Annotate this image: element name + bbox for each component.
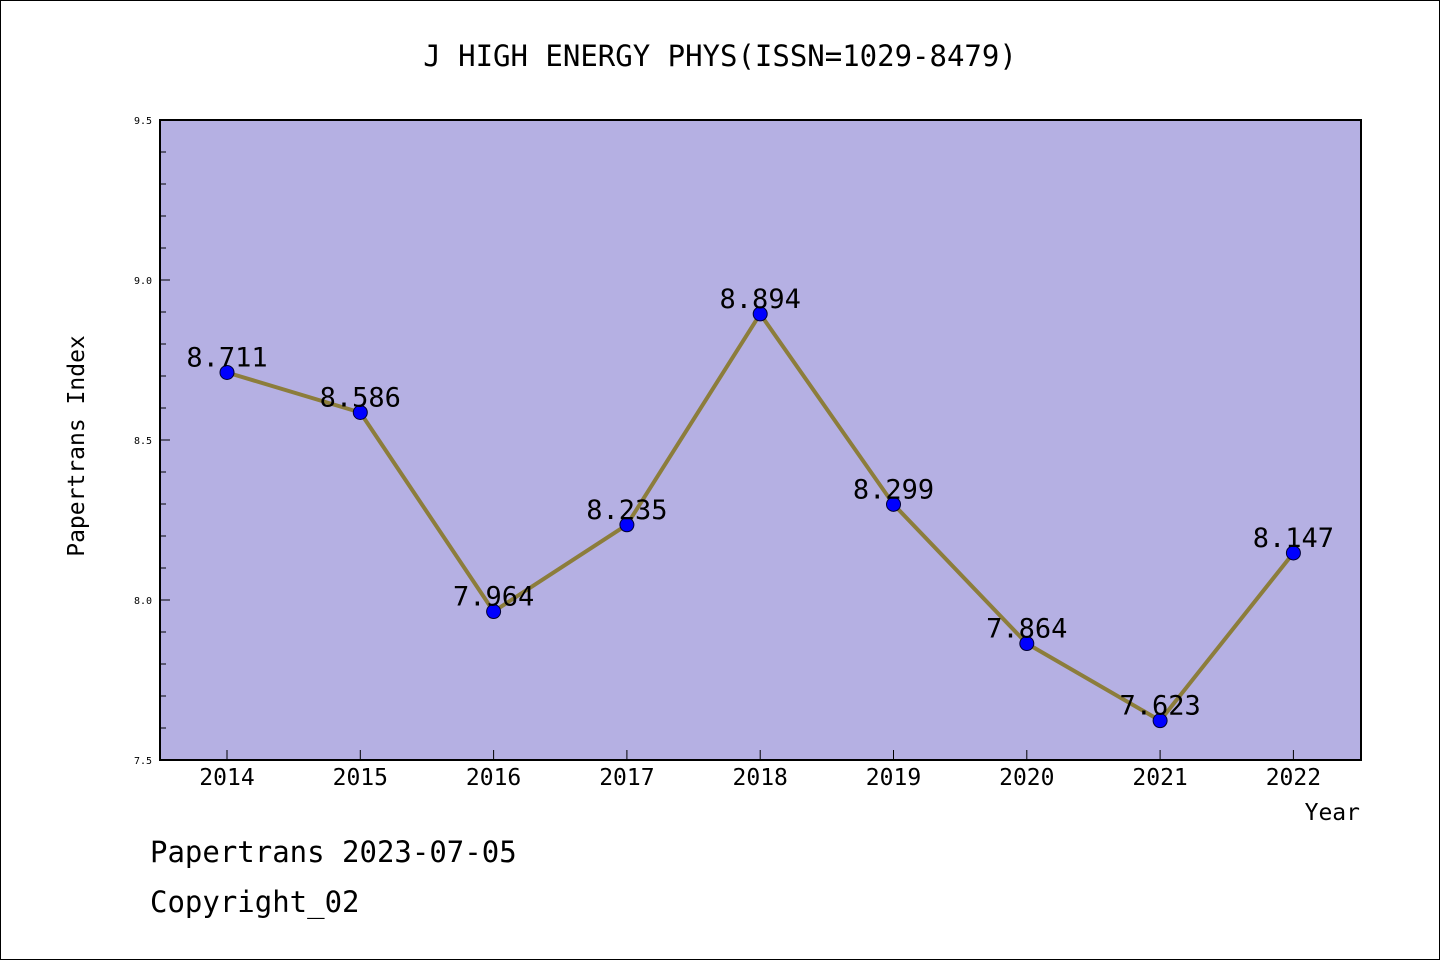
data-point [886, 496, 901, 512]
data-label: 7.623 [1119, 691, 1200, 722]
y-axis-label: Papertrans Index [64, 335, 90, 557]
x-tick-label: 2019 [866, 765, 921, 791]
data-label: 8.894 [720, 284, 801, 315]
x-tick-label: 2016 [466, 765, 521, 791]
data-point [352, 404, 368, 420]
plot-area [159, 119, 1362, 761]
data-label: 7.964 [453, 582, 534, 613]
y-axis: 7.5 8.0 8.5 9.0 9.5 [134, 116, 170, 767]
x-tick-label: 2022 [1266, 765, 1321, 791]
data-label: 8.299 [853, 474, 934, 505]
data-labels: 8.711 8.586 7.964 8.235 8.894 8.299 7.864 7.623… [186, 284, 1334, 722]
x-tick-label: 2017 [599, 765, 654, 791]
data-point [752, 306, 768, 322]
x-tick-label: 2018 [733, 765, 788, 791]
x-tick-label: 2021 [1132, 765, 1187, 791]
x-axis-label: Year [1305, 800, 1360, 826]
footer-date-line: Papertrans 2023-07-05 [150, 835, 517, 869]
y-tick-label: 8.0 [134, 596, 152, 607]
data-point [1152, 713, 1168, 729]
data-point [219, 364, 235, 380]
data-label: 7.864 [986, 614, 1067, 645]
y-tick-label: 9.0 [134, 276, 152, 287]
chart-title: J HIGH ENERGY PHYS(ISSN=1029-8479) [423, 39, 1017, 73]
x-tick-label: 2020 [999, 765, 1054, 791]
y-tick-label: 7.5 [134, 756, 152, 767]
y-tick-label: 9.5 [134, 116, 152, 127]
data-markers [219, 306, 1301, 729]
data-label: 8.147 [1253, 523, 1334, 554]
data-point [619, 517, 635, 533]
data-point [486, 604, 502, 620]
data-label: 8.711 [186, 342, 267, 373]
data-point [1019, 636, 1035, 652]
data-label: 8.586 [320, 382, 401, 413]
y-tick-label: 8.5 [134, 436, 152, 447]
footer-copyright-line: Copyright_02 [150, 885, 360, 919]
x-tick-label: 2014 [199, 765, 254, 791]
x-tick-label: 2015 [333, 765, 388, 791]
x-axis: 2014 2015 2016 2017 2018 2019 2020 2021 2022 [199, 750, 1321, 791]
data-point [1285, 545, 1301, 561]
data-label: 8.235 [586, 495, 667, 526]
